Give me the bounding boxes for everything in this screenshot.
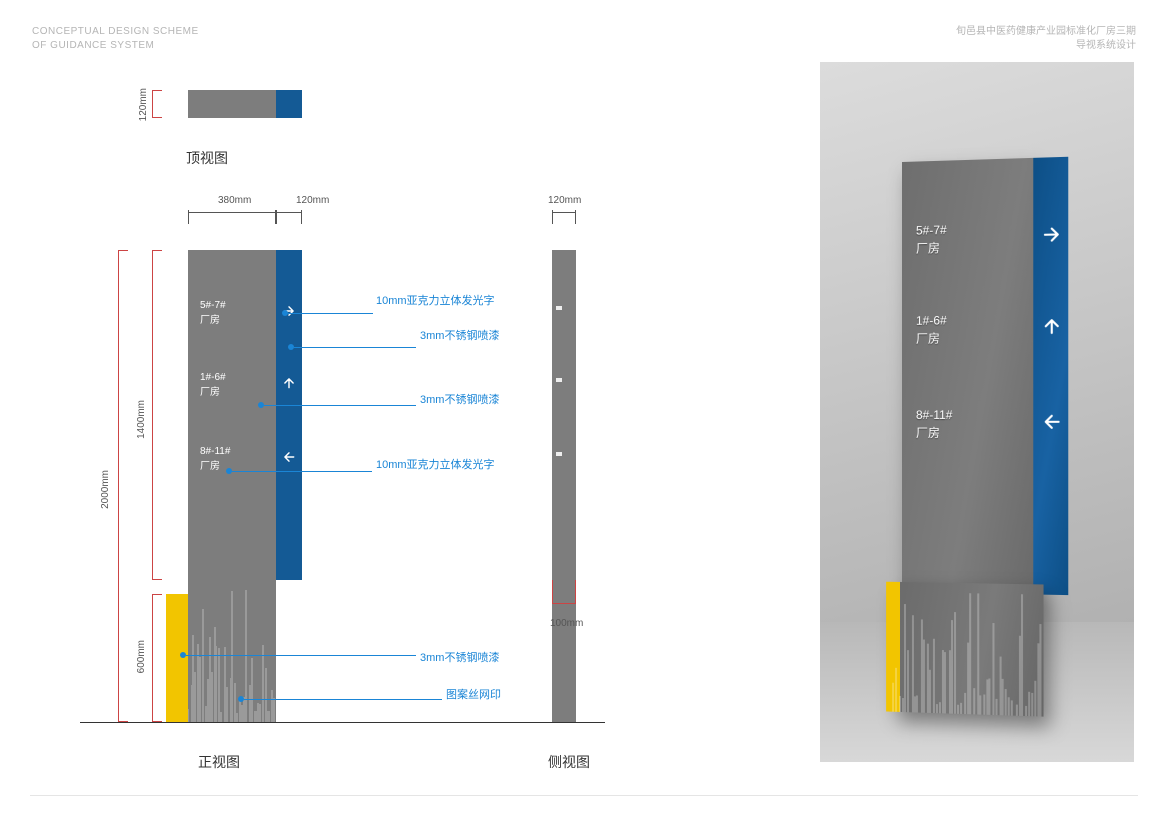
render-entry-2: 1#-6# 厂房 <box>916 311 947 347</box>
entry-1: 5#-7# 厂房 <box>200 298 226 328</box>
arrow-left-icon <box>282 450 296 464</box>
render-arrow-left-icon <box>1041 412 1062 432</box>
side-dim-120: 120mm <box>548 195 581 206</box>
header-left: CONCEPTUAL DESIGN SCHEME OF GUIDANCE SYS… <box>32 25 199 53</box>
front-yellow-block <box>166 594 188 722</box>
dim-1400-bracket <box>152 250 162 580</box>
topview-label: 顶视图 <box>186 148 228 168</box>
topview-dim: 120mm <box>138 88 149 121</box>
entry-2: 1#-6# 厂房 <box>200 370 226 400</box>
dim-2000: 2000mm <box>100 470 111 509</box>
topview-dim-bracket <box>152 90 162 118</box>
topview-gray <box>188 90 276 118</box>
render-arrow-right-icon <box>1041 224 1062 245</box>
entry-1-l2: 厂房 <box>200 313 226 328</box>
side-label: 侧视图 <box>548 752 590 772</box>
side-dim-100: 100mm <box>550 618 583 629</box>
r-e3-l1: 8#-11# <box>916 406 953 424</box>
r-e2-l2: 厂房 <box>916 329 947 347</box>
dim-120-front: 120mm <box>296 195 329 206</box>
callout-1: 10mm亚克力立体发光字 <box>376 292 495 308</box>
entry-3-l1: 8#-11# <box>200 444 230 459</box>
callout-line <box>288 313 373 314</box>
render-arrow-up-icon <box>1041 316 1062 337</box>
callout-line <box>186 655 416 656</box>
side-slot <box>556 378 562 382</box>
side-dim-100-bracket <box>552 580 576 604</box>
footer-rule <box>30 795 1138 796</box>
top-view <box>188 90 302 118</box>
dim-120f-line <box>276 212 302 213</box>
arrow-up-icon <box>282 376 296 390</box>
callout-line <box>232 471 372 472</box>
callout-4: 10mm亚克力立体发光字 <box>376 456 495 472</box>
dim-380: 380mm <box>218 195 251 206</box>
callout-5: 3mm不锈钢喷漆 <box>420 649 499 665</box>
r-e1-l1: 5#-7# <box>916 221 947 240</box>
front-label: 正视图 <box>198 752 240 772</box>
front-view: 5#-7# 厂房 1#-6# 厂房 8#-11# 厂房 <box>188 250 302 722</box>
callout-line <box>244 699 442 700</box>
dim-600: 600mm <box>136 640 147 673</box>
render-pylon: 5#-7# 厂房 1#-6# 厂房 8#-11# 厂房 <box>902 157 1064 707</box>
dim-380-line <box>188 212 276 213</box>
dim-2000-bracket <box>118 250 128 722</box>
entry-2-l1: 1#-6# <box>200 370 226 385</box>
callout-6: 图案丝网印 <box>446 686 501 702</box>
render-blue <box>1033 157 1068 595</box>
r-e2-l1: 1#-6# <box>916 311 947 329</box>
dim-1400: 1400mm <box>136 400 147 439</box>
header-right: 旬邑县中医药健康产业园标准化厂房三期 导视系统设计 <box>956 25 1136 53</box>
dim-600-bracket <box>152 594 162 722</box>
callout-3: 3mm不锈钢喷漆 <box>420 391 499 407</box>
render-entry-3: 8#-11# 厂房 <box>916 406 953 442</box>
front-blue-strip <box>276 250 302 580</box>
entry-1-l1: 5#-7# <box>200 298 226 313</box>
render-entry-1: 5#-7# 厂房 <box>916 221 947 258</box>
topview-blue <box>276 90 302 118</box>
side-slot <box>556 452 562 456</box>
r-e3-l2: 厂房 <box>916 424 953 442</box>
header-left-line1: CONCEPTUAL DESIGN SCHEME <box>32 25 199 39</box>
render-pattern <box>892 592 1043 717</box>
side-slot <box>556 306 562 310</box>
render-3d: 5#-7# 厂房 1#-6# 厂房 8#-11# 厂房 <box>820 62 1134 762</box>
header-left-line2: OF GUIDANCE SYSTEM <box>32 39 199 53</box>
baseline <box>80 722 605 723</box>
side-view <box>552 250 576 722</box>
callout-2: 3mm不锈钢喷漆 <box>420 327 499 343</box>
r-e1-l2: 厂房 <box>916 239 947 258</box>
entry-2-l2: 厂房 <box>200 385 226 400</box>
side-gray <box>552 250 576 722</box>
callout-line <box>264 405 416 406</box>
header-right-line2: 导视系统设计 <box>956 39 1136 53</box>
side-dim-120-line <box>552 212 576 213</box>
callout-line <box>294 347 416 348</box>
front-pattern <box>188 522 276 722</box>
header-right-line1: 旬邑县中医药健康产业园标准化厂房三期 <box>956 25 1136 39</box>
